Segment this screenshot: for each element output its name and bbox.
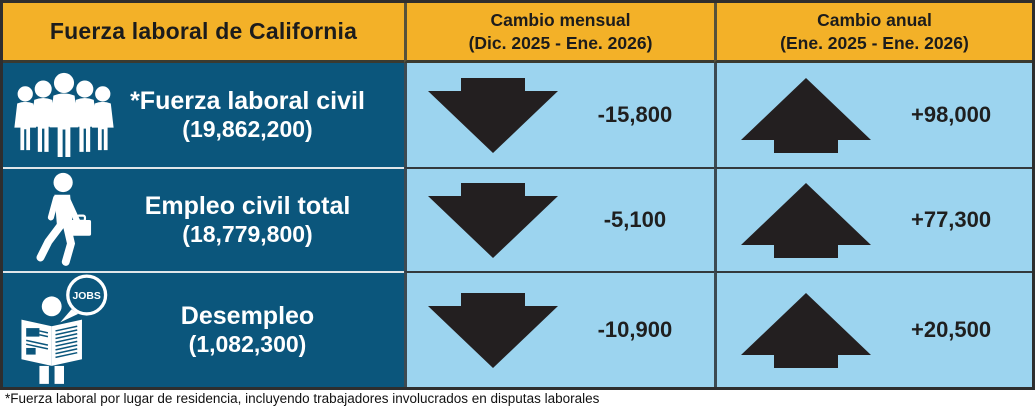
category-text: Empleo civil total (18,779,800)	[125, 191, 404, 249]
people-group-icon	[3, 71, 125, 159]
category-total: (1,082,300)	[188, 331, 307, 358]
down-arrow-icon	[417, 292, 570, 368]
cell-monthly-unemployment: -10,900	[404, 271, 714, 387]
category-total: (19,862,200)	[182, 116, 313, 143]
monthly-change-value: -5,100	[603, 207, 667, 232]
category-text: Desempleo (1,082,300)	[125, 301, 404, 359]
monthly-header-line1: Cambio mensual	[490, 9, 631, 30]
category-label: Empleo civil total	[144, 192, 351, 221]
jobs-bubble-label: JOBS	[73, 291, 101, 302]
row-civilian-employment: Empleo civil total (18,779,800)	[3, 167, 404, 271]
down-arrow-icon	[417, 77, 570, 153]
newspaper-job-search-icon: JOBS	[3, 274, 125, 386]
header-cell-title: Fuerza laboral de California	[3, 3, 404, 63]
down-arrow-icon	[417, 182, 570, 258]
category-label: Desempleo	[180, 302, 315, 331]
up-arrow-icon	[727, 182, 884, 258]
row-civilian-labor-force: *Fuerza laboral civil (19,862,200)	[3, 63, 404, 167]
annual-change-value: +98,000	[910, 102, 992, 127]
category-text: *Fuerza laboral civil (19,862,200)	[125, 86, 404, 144]
category-total: (18,779,800)	[182, 221, 313, 248]
footnote: *Fuerza laboral por lugar de residencia,…	[5, 391, 600, 406]
cell-monthly-civilian-employment: -5,100	[404, 167, 714, 271]
monthly-header-line2: (Dic. 2025 - Ene. 2026)	[468, 32, 653, 53]
cell-monthly-civilian-labor-force: -15,800	[404, 63, 714, 167]
up-arrow-icon	[727, 292, 884, 368]
category-label: *Fuerza laboral civil	[130, 87, 365, 116]
annual-change-value: +20,500	[910, 317, 992, 342]
monthly-change-value: -10,900	[597, 317, 673, 342]
annual-header-line1: Cambio anual	[817, 9, 932, 30]
walking-worker-briefcase-icon	[3, 172, 125, 268]
row-unemployment: JOBS Desempleo	[3, 271, 404, 387]
header-cell-annual: Cambio anual (Ene. 2025 - Ene. 2026)	[714, 3, 1032, 63]
monthly-change-value: -15,800	[597, 102, 673, 127]
header-cell-monthly: Cambio mensual (Dic. 2025 - Ene. 2026)	[404, 3, 714, 63]
labor-force-table: Fuerza laboral de California Cambio mens…	[0, 0, 1035, 390]
cell-annual-civilian-employment: +77,300	[714, 167, 1032, 271]
annual-header-line2: (Ene. 2025 - Ene. 2026)	[780, 32, 969, 53]
up-arrow-icon	[727, 77, 884, 153]
cell-annual-unemployment: +20,500	[714, 271, 1032, 387]
annual-change-value: +77,300	[910, 207, 992, 232]
cell-annual-civilian-labor-force: +98,000	[714, 63, 1032, 167]
table-title: Fuerza laboral de California	[49, 18, 358, 44]
